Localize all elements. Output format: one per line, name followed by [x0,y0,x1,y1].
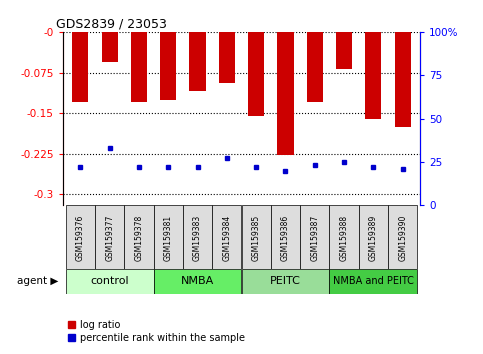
Bar [95,205,124,269]
Text: GSM159389: GSM159389 [369,215,378,261]
Text: GSM159381: GSM159381 [164,215,173,261]
Bar [189,32,206,91]
Text: GSM159383: GSM159383 [193,215,202,261]
Text: GSM159377: GSM159377 [105,215,114,261]
Bar [271,205,300,269]
Bar [124,205,154,269]
Bar [395,32,411,127]
Bar [101,32,118,62]
Bar [154,205,183,269]
Text: GSM159386: GSM159386 [281,215,290,261]
Text: PEITC: PEITC [270,276,301,286]
Bar [160,32,176,99]
Bar [307,32,323,102]
Bar [154,269,242,294]
Text: GSM159376: GSM159376 [76,215,85,261]
Text: GSM159387: GSM159387 [310,215,319,261]
Text: GSM159388: GSM159388 [340,215,349,261]
Bar [388,205,417,269]
Bar [329,205,359,269]
Bar [300,205,329,269]
Bar [336,32,352,69]
Bar [66,205,95,269]
Text: GDS2839 / 23053: GDS2839 / 23053 [56,18,167,31]
Text: control: control [90,276,129,286]
Bar [359,205,388,269]
Text: NMBA: NMBA [181,276,214,286]
Bar [277,32,294,155]
Text: GSM159385: GSM159385 [252,215,261,261]
Bar [242,269,329,294]
Text: NMBA and PEITC: NMBA and PEITC [333,276,414,286]
Bar [72,32,88,102]
Bar [219,32,235,83]
Text: GSM159390: GSM159390 [398,215,407,261]
Bar [66,269,154,294]
Bar [248,32,264,116]
Text: GSM159384: GSM159384 [222,215,231,261]
Bar [131,32,147,102]
Legend: log ratio, percentile rank within the sample: log ratio, percentile rank within the sa… [68,320,245,343]
Bar [329,269,417,294]
Bar [212,205,242,269]
Bar [365,32,382,119]
Text: GSM159378: GSM159378 [134,215,143,261]
Bar [242,205,271,269]
Bar [183,205,212,269]
Text: agent ▶: agent ▶ [16,276,58,286]
